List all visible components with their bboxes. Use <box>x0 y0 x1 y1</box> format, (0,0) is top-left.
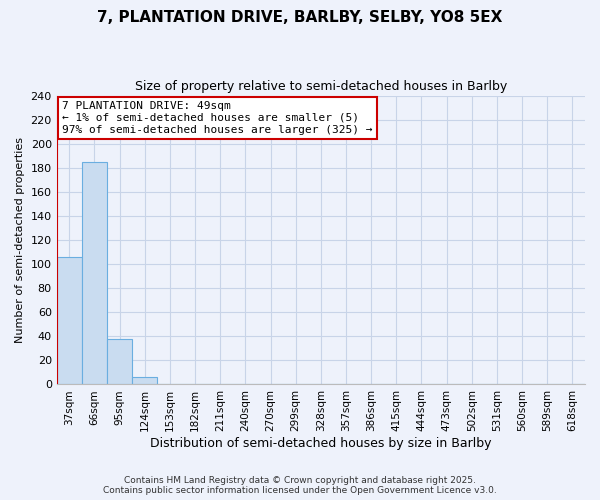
X-axis label: Distribution of semi-detached houses by size in Barlby: Distribution of semi-detached houses by … <box>150 437 491 450</box>
Text: Contains HM Land Registry data © Crown copyright and database right 2025.
Contai: Contains HM Land Registry data © Crown c… <box>103 476 497 495</box>
Y-axis label: Number of semi-detached properties: Number of semi-detached properties <box>15 137 25 343</box>
Bar <box>82 162 107 384</box>
Bar <box>107 338 132 384</box>
Text: 7, PLANTATION DRIVE, BARLBY, SELBY, YO8 5EX: 7, PLANTATION DRIVE, BARLBY, SELBY, YO8 … <box>97 10 503 25</box>
Bar <box>56 257 82 384</box>
Title: Size of property relative to semi-detached houses in Barlby: Size of property relative to semi-detach… <box>135 80 507 93</box>
Text: 7 PLANTATION DRIVE: 49sqm
← 1% of semi-detached houses are smaller (5)
97% of se: 7 PLANTATION DRIVE: 49sqm ← 1% of semi-d… <box>62 102 373 134</box>
Bar <box>132 377 157 384</box>
